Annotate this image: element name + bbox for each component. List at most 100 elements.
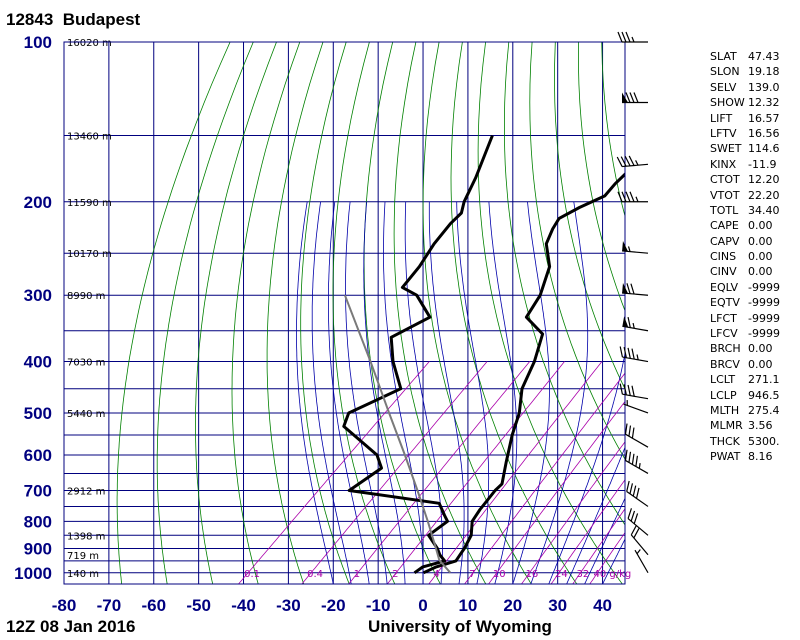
pressure-tick-label: 500 bbox=[24, 404, 52, 423]
wind-barb-staff bbox=[626, 491, 649, 507]
index-value: 47.43 bbox=[748, 50, 780, 63]
index-row: THCK 5300. bbox=[710, 435, 780, 450]
wind-barb-flag bbox=[636, 354, 639, 360]
dry-adiabat bbox=[529, 42, 625, 460]
index-row: LFTV 16.56 bbox=[710, 127, 780, 142]
dry-adiabat bbox=[477, 42, 623, 584]
wind-barb-pennant bbox=[622, 92, 628, 103]
index-value: 139.0 bbox=[748, 80, 780, 94]
temperature-tick-label: -30 bbox=[276, 596, 301, 615]
dry-adiabat bbox=[266, 42, 324, 584]
index-row: SLON 19.18 bbox=[710, 65, 780, 80]
wind-barb-pennant bbox=[622, 240, 629, 252]
wind-barb-staff bbox=[622, 163, 649, 168]
wind-barb-flag bbox=[625, 31, 631, 43]
index-row: MLMR 3.56 bbox=[710, 419, 780, 434]
wind-barb-flag bbox=[626, 480, 630, 492]
wind-barb-staff bbox=[622, 356, 649, 363]
index-row: CAPE 0.00 bbox=[710, 219, 780, 234]
wind-barb-flag bbox=[625, 92, 631, 103]
wind-barb bbox=[622, 283, 649, 296]
index-key: CAPE bbox=[710, 219, 739, 233]
wind-barb-flag bbox=[631, 453, 635, 465]
wind-barb-flag bbox=[617, 31, 623, 43]
moist-adiabat bbox=[327, 201, 370, 584]
index-value: 12.32 bbox=[748, 96, 780, 110]
pressure-tick-label: 600 bbox=[24, 446, 52, 465]
temperature-tick-label: -20 bbox=[321, 596, 346, 615]
index-row: TOTL 34.40 bbox=[710, 204, 780, 219]
index-key: SHOW bbox=[710, 96, 745, 110]
moist-adiabat bbox=[602, 538, 625, 584]
dry-adiabat bbox=[422, 42, 532, 584]
wind-barb-flag bbox=[629, 483, 634, 494]
wind-barb-staff bbox=[622, 325, 649, 332]
wind-barb bbox=[630, 525, 649, 556]
pressure-tick-label: 100 bbox=[24, 33, 52, 52]
moist-adiabat bbox=[428, 201, 465, 584]
index-key: MLMR bbox=[710, 419, 743, 433]
index-value: 3.56 bbox=[748, 419, 773, 433]
index-value: 0.00 bbox=[748, 342, 773, 356]
wind-barb bbox=[617, 31, 648, 43]
height-label: 13460 m bbox=[67, 131, 112, 142]
mixing-ratio-label: 40 g/kg bbox=[593, 569, 631, 580]
index-key: EQLV bbox=[710, 280, 739, 294]
wind-barb-flag bbox=[633, 528, 640, 539]
height-label: 719 m bbox=[67, 551, 99, 562]
index-key: KINX bbox=[710, 157, 737, 171]
wind-barb-staff bbox=[625, 433, 649, 448]
height-label: 7030 m bbox=[67, 358, 105, 369]
index-value: 0.00 bbox=[748, 234, 773, 248]
height-label: 140 m bbox=[67, 569, 99, 580]
wind-barb-flag bbox=[635, 455, 639, 467]
index-row: LCLP 946.5 bbox=[710, 389, 780, 404]
wind-barb-flag bbox=[620, 156, 627, 167]
wind-barb-flag bbox=[635, 196, 639, 202]
index-value: 5300. bbox=[748, 434, 780, 448]
wind-barb-flag bbox=[633, 92, 639, 103]
mixing-ratio-label: 24 bbox=[555, 569, 568, 580]
temperature-tick-label: -40 bbox=[231, 596, 256, 615]
wind-barb-flag bbox=[632, 485, 637, 497]
mixing-ratio-line bbox=[238, 361, 430, 584]
mixing-ratio-line bbox=[348, 361, 531, 584]
temperature-profile bbox=[422, 172, 625, 575]
index-row: KINX -11.9 bbox=[710, 158, 780, 173]
wind-barb-flag bbox=[635, 487, 640, 499]
wind-barb-flag bbox=[629, 191, 635, 202]
moist-adiabat bbox=[296, 201, 334, 584]
index-row: MLTH 275.4 bbox=[710, 404, 780, 419]
wind-barb-flag bbox=[627, 347, 631, 359]
wind-barb bbox=[622, 316, 649, 332]
index-row: VTOT 22.20 bbox=[710, 189, 780, 204]
wind-barb-flag bbox=[616, 156, 623, 167]
wind-barb-flag bbox=[630, 283, 635, 295]
wind-barb-flag bbox=[624, 155, 631, 167]
moist-adiabat bbox=[512, 201, 550, 584]
index-key: CINV bbox=[710, 265, 737, 279]
pressure-tick-label: 300 bbox=[24, 286, 52, 305]
wind-barb-staff bbox=[634, 549, 649, 574]
height-label: 16020 m bbox=[67, 38, 112, 49]
wind-barb-flag bbox=[628, 155, 635, 166]
mixing-ratio-line bbox=[572, 508, 625, 584]
index-value: 0.00 bbox=[748, 357, 773, 371]
height-label: 1398 m bbox=[67, 531, 105, 542]
wind-barb-flag bbox=[631, 427, 635, 439]
temperature-tick-label: -50 bbox=[186, 596, 211, 615]
plot-frame bbox=[63, 41, 626, 585]
moist-adiabat bbox=[311, 201, 352, 584]
moist-adiabat bbox=[584, 497, 625, 584]
station-name: Budapest bbox=[62, 10, 141, 29]
index-value: 114.6 bbox=[748, 142, 780, 156]
wind-barb-flag bbox=[628, 451, 632, 463]
index-row: CTOT 12.20 bbox=[710, 173, 780, 188]
moist-adiabats bbox=[296, 201, 625, 584]
wind-barb-flag bbox=[631, 348, 635, 360]
mixing-ratio-line bbox=[301, 361, 488, 584]
wind-barb bbox=[622, 92, 648, 104]
temperature-tick-label: 30 bbox=[548, 596, 567, 615]
